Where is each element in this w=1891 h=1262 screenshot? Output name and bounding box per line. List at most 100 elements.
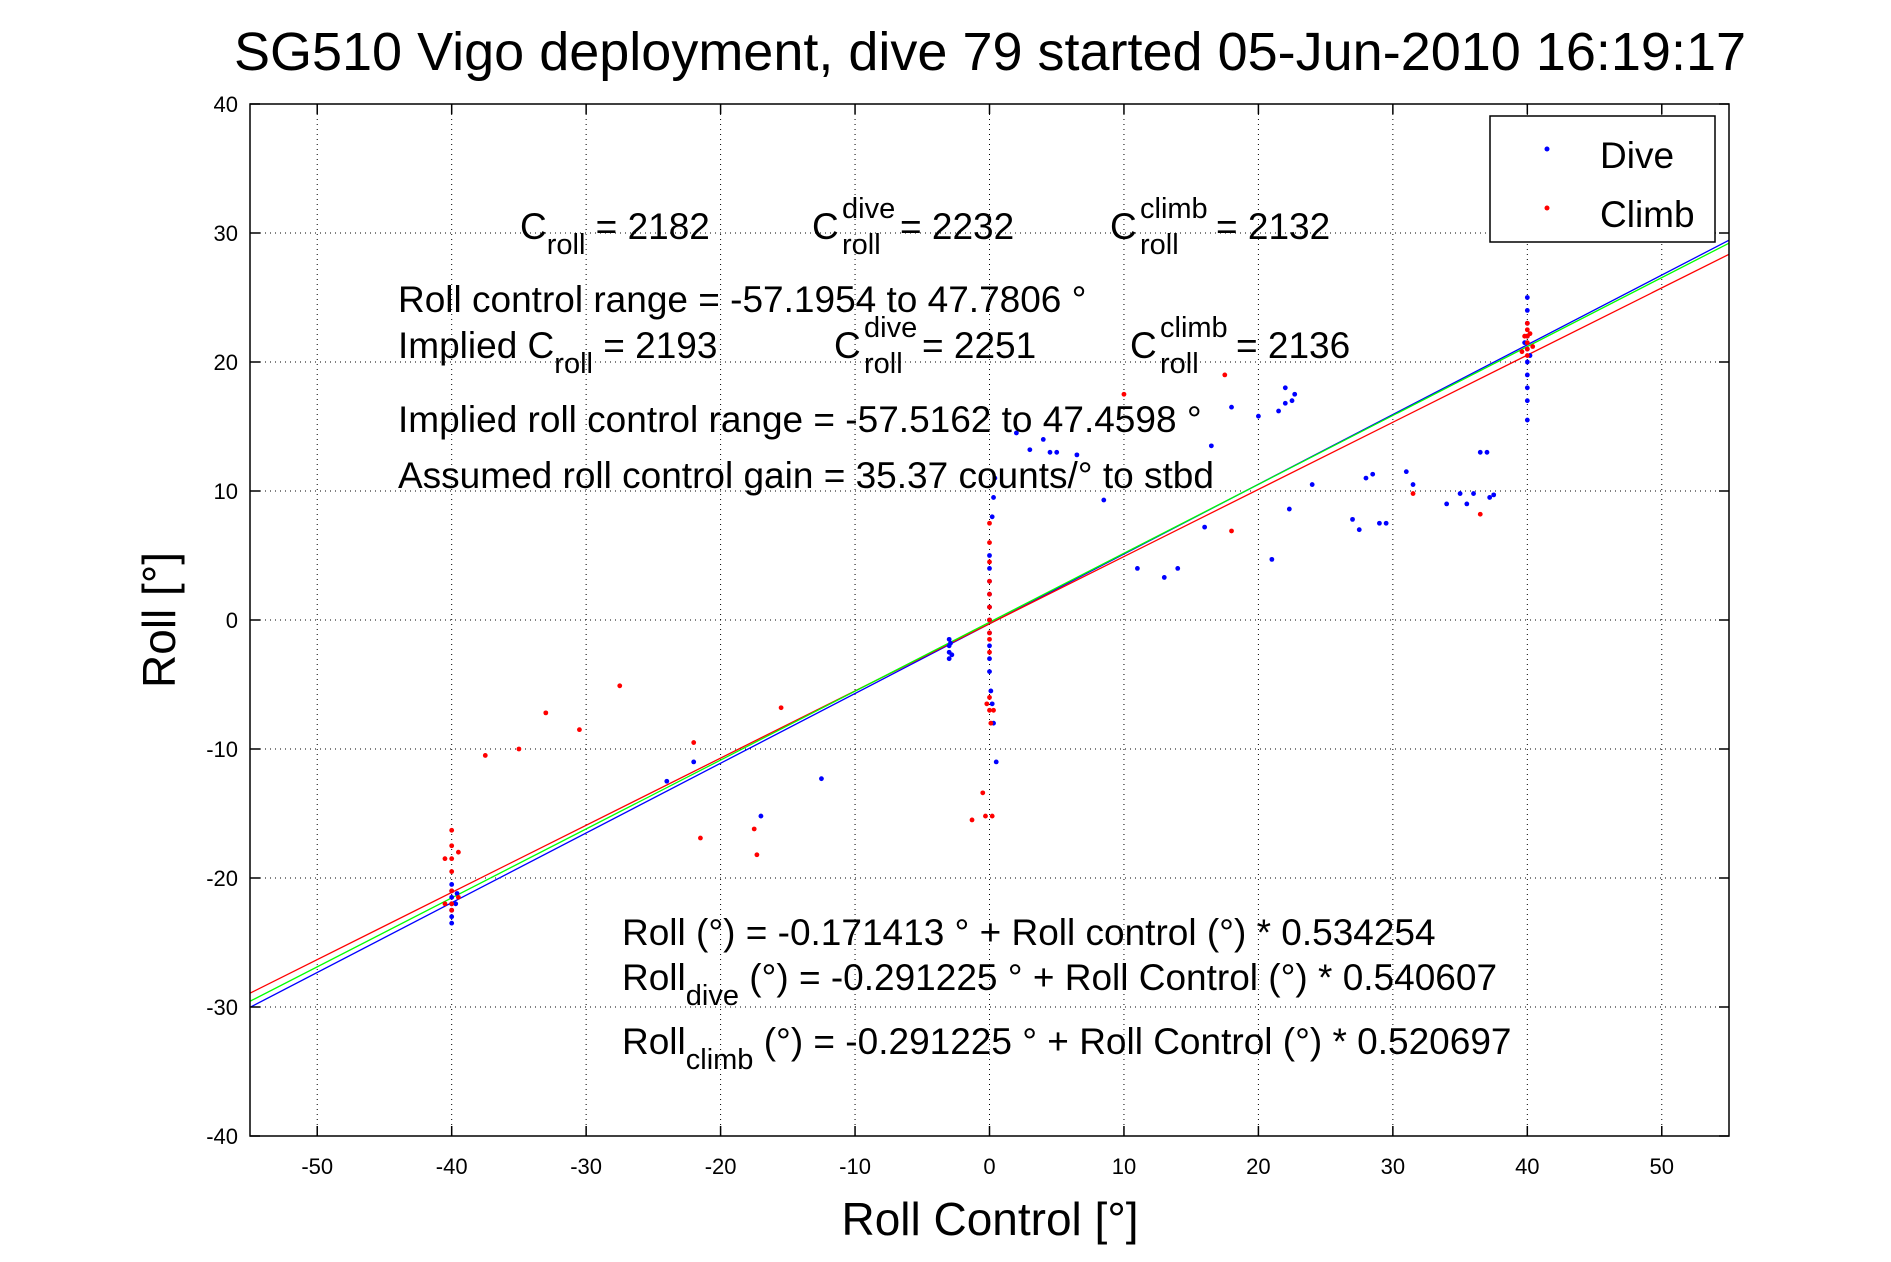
x-tick-label: -40 <box>436 1154 468 1179</box>
fit-equation-climb: Rollclimb (°) = -0.291225 ° + Roll Contr… <box>622 1021 1512 1076</box>
y-axis-title: Roll [°] <box>133 552 185 688</box>
dive-point <box>1229 404 1234 410</box>
implied-croll-dive-value: = 2251 <box>922 325 1036 366</box>
dive-point <box>989 514 995 520</box>
climb-point <box>1524 327 1530 333</box>
climb-point <box>987 630 992 636</box>
climb-point <box>1524 346 1530 352</box>
dive-point <box>1040 437 1046 442</box>
climb-point <box>1222 372 1228 378</box>
dive-point <box>454 891 460 896</box>
fit-equation-dive: Rolldive (°) = -0.291225 ° + Roll Contro… <box>622 957 1497 1012</box>
dive-point <box>449 920 455 926</box>
croll-dive-sup: dive <box>842 193 895 225</box>
dive-point <box>988 688 994 694</box>
implied-croll-climb-sup: climb <box>1160 312 1228 344</box>
chart-title: SG510 Vigo deployment, dive 79 started 0… <box>234 22 1746 82</box>
implied-croll-climb-value: = 2136 <box>1236 325 1350 366</box>
climb-point <box>1524 353 1530 358</box>
dive-point <box>1276 408 1281 414</box>
dive-point <box>1047 449 1053 455</box>
climb-point <box>449 856 455 862</box>
dive-point <box>1471 491 1476 496</box>
implied-croll-climb: C <box>1130 325 1157 366</box>
assumed-gain: Assumed roll control gain = 35.37 counts… <box>398 455 1214 496</box>
dive-point <box>1350 516 1355 522</box>
climb-point <box>1524 320 1530 326</box>
climb-point <box>983 813 988 819</box>
climb-point <box>449 827 455 833</box>
dive-point <box>1256 413 1261 419</box>
climb-point <box>987 520 992 526</box>
climb-point <box>987 604 992 610</box>
y-tick-label: 10 <box>214 479 238 504</box>
x-tick-label: 10 <box>1112 1154 1136 1179</box>
fit-line <box>249 253 1730 994</box>
x-axis-title: Roll Control [°] <box>841 1193 1138 1245</box>
climb-point <box>987 636 992 642</box>
dive-point <box>987 643 992 649</box>
dive-point <box>1202 524 1208 530</box>
dive-point <box>1286 506 1292 512</box>
dive-point <box>1161 575 1167 580</box>
climb-point <box>987 559 992 565</box>
climb-point <box>1522 333 1528 339</box>
y-tick-label: -40 <box>206 1124 238 1149</box>
dive-point <box>664 778 670 784</box>
dive-point <box>1444 501 1450 507</box>
dive-point <box>1074 452 1080 458</box>
implied-roll-control-range: Implied roll control range = -57.5162 to… <box>398 399 1202 440</box>
climb-point <box>1519 349 1525 355</box>
climb-point <box>987 540 992 545</box>
dive-point <box>1464 501 1470 507</box>
climb-point <box>449 888 455 894</box>
legend: Dive Climb <box>1489 115 1716 243</box>
dive-point <box>1027 447 1033 453</box>
climb-point <box>456 849 461 855</box>
y-tick-label: -20 <box>206 866 238 891</box>
dive-point <box>1383 520 1389 526</box>
dive-point <box>1135 566 1140 571</box>
climb-point <box>543 710 549 716</box>
climb-point <box>987 649 992 655</box>
dive-point <box>1054 449 1060 455</box>
dive-point <box>987 553 992 558</box>
climb-point <box>449 869 455 874</box>
climb-point <box>1477 511 1483 517</box>
implied-croll-dive: C <box>834 325 861 366</box>
dive-point <box>1356 527 1362 533</box>
dive-point <box>1377 520 1382 526</box>
climb-point <box>456 894 461 900</box>
climb-point <box>691 740 697 745</box>
x-tick-label: 0 <box>983 1154 995 1179</box>
grid <box>250 103 1729 1137</box>
dive-point <box>1403 469 1409 475</box>
climb-point <box>516 746 522 752</box>
dive-point <box>1524 385 1530 391</box>
croll-climb-sup: climb <box>1140 193 1208 225</box>
climb-point <box>1121 391 1127 397</box>
climb-point <box>989 813 995 819</box>
data-points <box>442 295 1536 926</box>
y-tick-label: 30 <box>214 221 238 246</box>
climb-point <box>1229 528 1234 534</box>
dive-point <box>449 882 455 887</box>
climb-point <box>751 826 757 832</box>
dive-point <box>948 640 953 646</box>
dive-point <box>1282 385 1288 391</box>
dive-point <box>1282 400 1288 406</box>
dive-point <box>1477 449 1483 455</box>
dive-point <box>449 894 455 900</box>
climb-point <box>1530 344 1536 349</box>
axis-ticks: -50 -40 -30 -20 -10 0 10 20 30 40 50 -40 -30 -20 -10 0 1… <box>206 92 1729 1179</box>
y-tick-label: -30 <box>206 995 238 1020</box>
y-tick-label: 0 <box>226 608 238 633</box>
dive-point <box>1524 308 1530 313</box>
dive-point <box>1524 398 1530 404</box>
croll-climb-value: = 2132 <box>1216 206 1330 247</box>
dive-point <box>449 914 455 920</box>
climb-point <box>617 683 623 689</box>
climb-point <box>698 835 703 841</box>
dive-point <box>1363 475 1369 481</box>
